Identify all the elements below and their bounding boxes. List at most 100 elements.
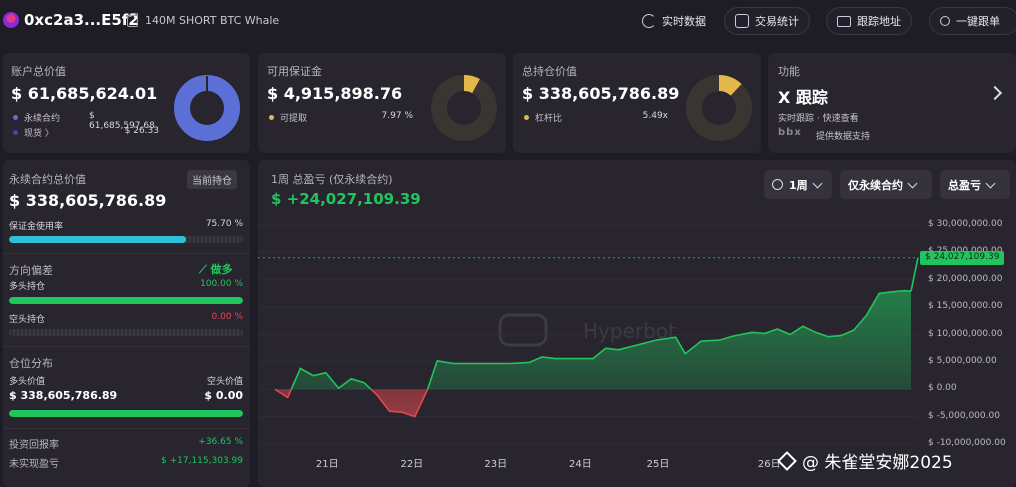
margin-donut-chart [431,75,497,141]
leverage-dot [524,115,529,120]
y-axis-tick-label: $ -5,000,000.00 [928,410,1000,421]
account-value-label: 账户总价值 [11,65,66,78]
pnl-value: $ +24,027,109.39 [271,190,421,208]
bbx-logo: bbx [778,127,802,138]
perp-legend-value: $ 61,685,597.68 [89,111,155,131]
unrealized-pnl-label: 未实现盈亏 [9,459,59,470]
available-margin-card: 可用保证金 $ 4,915,898.76 可提取 7.97 % [258,53,506,153]
perp-value-label: 永续合约总价值 [9,173,86,186]
withdrawable-value: 7.97 % [381,111,413,121]
roi-value: +36.65 % [198,437,243,447]
y-axis-tick-label: $ 30,000,000.00 [928,219,1003,229]
long-position-label: 多头持仓 [9,282,46,292]
long-position-value: 100.00 % [200,279,243,289]
clock-icon [772,179,783,190]
perp-legend-dot [13,115,18,120]
perp-legend-label: 永续合约 [24,114,61,124]
x-axis-tick-label: 23日 [484,459,508,470]
divider [3,428,250,429]
period-label: 1周 [789,178,808,192]
total-position-label: 总持仓价值 [522,65,577,78]
monitor-icon [837,15,851,27]
margin-usage-bar [9,236,243,243]
pnl-type-dropdown[interactable]: 总盈亏 [940,170,1010,199]
divider [3,253,250,254]
total-position-card: 总持仓价值 $ 338,605,786.89 杠杆比 5.49x [513,53,761,153]
available-margin-value: $ 4,915,898.76 [267,84,403,103]
copy-trade-label: 一键跟单 [956,15,1000,28]
y-axis-tick-label: $ 0.00 [928,383,957,394]
x-axis-tick-label: 24日 [569,459,592,470]
contract-filter-label: 仅永续合约 [848,178,903,192]
pnl-line-end [910,257,919,292]
author-watermark-text: @ 朱雀堂安娜2025 [802,453,953,473]
margin-arc [431,75,497,141]
pnl-area-chart: Hyperbot [258,224,919,445]
short-position-value: 0.00 % [211,312,243,322]
author-watermark: @ 朱雀堂安娜2025 [777,448,953,473]
leverage-value: 5.49x [642,111,668,121]
page-title: 0xc2a3...E5f2 [24,11,139,29]
margin-usage-value: 75.70 % [205,219,243,229]
feature-card[interactable]: 功能 X 跟踪 实时跟踪 · 快速查看 bbx 提供数据支持 [768,53,1016,153]
chevron-down-icon [812,178,823,188]
header: 0xc2a3...E5f2 140M SHORT BTC Whale 实时数据 … [0,0,1016,44]
x-tracking-title: X 跟踪 [778,88,828,107]
divider [3,346,250,347]
pnl-line-profit [275,289,912,390]
withdrawable-label: 可提取 [280,114,308,124]
copy-trade-button[interactable]: 一键跟单 [929,7,1016,35]
leverage-label: 杠杆比 [535,114,563,124]
chevron-right-icon[interactable] [987,85,1003,101]
contract-filter-dropdown[interactable]: 仅永续合约 [840,170,932,199]
period-dropdown[interactable]: 1周 [764,170,832,199]
track-address-label: 跟踪地址 [857,15,901,28]
x-axis-tick-label: 22日 [400,459,424,470]
y-axis-tick-label: $ -10,000,000.00 [928,438,1006,448]
long-value: $ 338,605,786.89 [9,389,118,402]
trade-stats-label: 交易统计 [755,15,799,28]
avatar [3,12,19,28]
refresh-icon [642,14,656,28]
y-axis-tick-label: $ 5,000,000.00 [928,355,997,366]
loss-area [275,389,911,417]
short-value: $ 0.00 [204,389,243,402]
track-address-button[interactable]: 跟踪地址 [826,7,912,35]
margin-usage-fill [9,236,187,243]
chart-icon [735,14,749,28]
pnl-type-label: 总盈亏 [948,178,981,192]
spot-link[interactable]: 现货 〉 [24,129,54,139]
direction-value: ⟋ 做多 [199,261,233,277]
realtime-data-label: 实时数据 [662,15,706,28]
users-icon [940,16,950,26]
chevron-down-icon [907,178,918,188]
account-value-card: 账户总价值 $ 61,685,624.01 永续合约 $ 61,685,597.… [3,53,250,153]
position-distribution-label: 仓位分布 [9,357,53,370]
realtime-data-button[interactable]: 实时数据 [632,7,716,35]
current-pnl-marker: $ 24,027,109.39 [920,250,1005,265]
data-source-label: 提供数据支持 [816,132,871,142]
x-tracking-desc: 实时跟踪 · 快速查看 [778,114,859,124]
perp-value: $ 338,605,786.89 [9,191,167,210]
account-value: $ 61,685,624.01 [11,84,158,103]
profit-area [291,290,911,390]
copy-icon[interactable] [127,13,138,27]
roi-label: 投资回报率 [9,440,59,451]
long-position-bar [9,297,243,304]
trade-stats-button[interactable]: 交易统计 [724,7,810,35]
hyperbot-watermark: Hyperbot [498,313,676,347]
unrealized-pnl-value: $ +17,115,303.99 [161,456,243,466]
available-margin-label: 可用保证金 [267,65,322,78]
y-axis-tick-label: $ 15,000,000.00 [928,301,1003,312]
distribution-long-fill [9,410,243,417]
current-holdings-tag: 当前持仓 [187,170,237,189]
long-position-fill [9,297,243,304]
y-axis-tick-label: $ 20,000,000.00 [928,273,1003,284]
x-axis-tick-label: 26日 [757,459,781,470]
pnl-title: 1周 总盈亏 (仅永续合约) [271,173,393,186]
address-label: 140M SHORT BTC Whale [145,14,280,27]
x-axis-tick-label: 25日 [646,459,670,470]
x-axis-tick-label: 21日 [315,459,339,470]
margin-usage-label: 保证金使用率 [9,222,64,232]
position-donut-chart [686,75,752,141]
